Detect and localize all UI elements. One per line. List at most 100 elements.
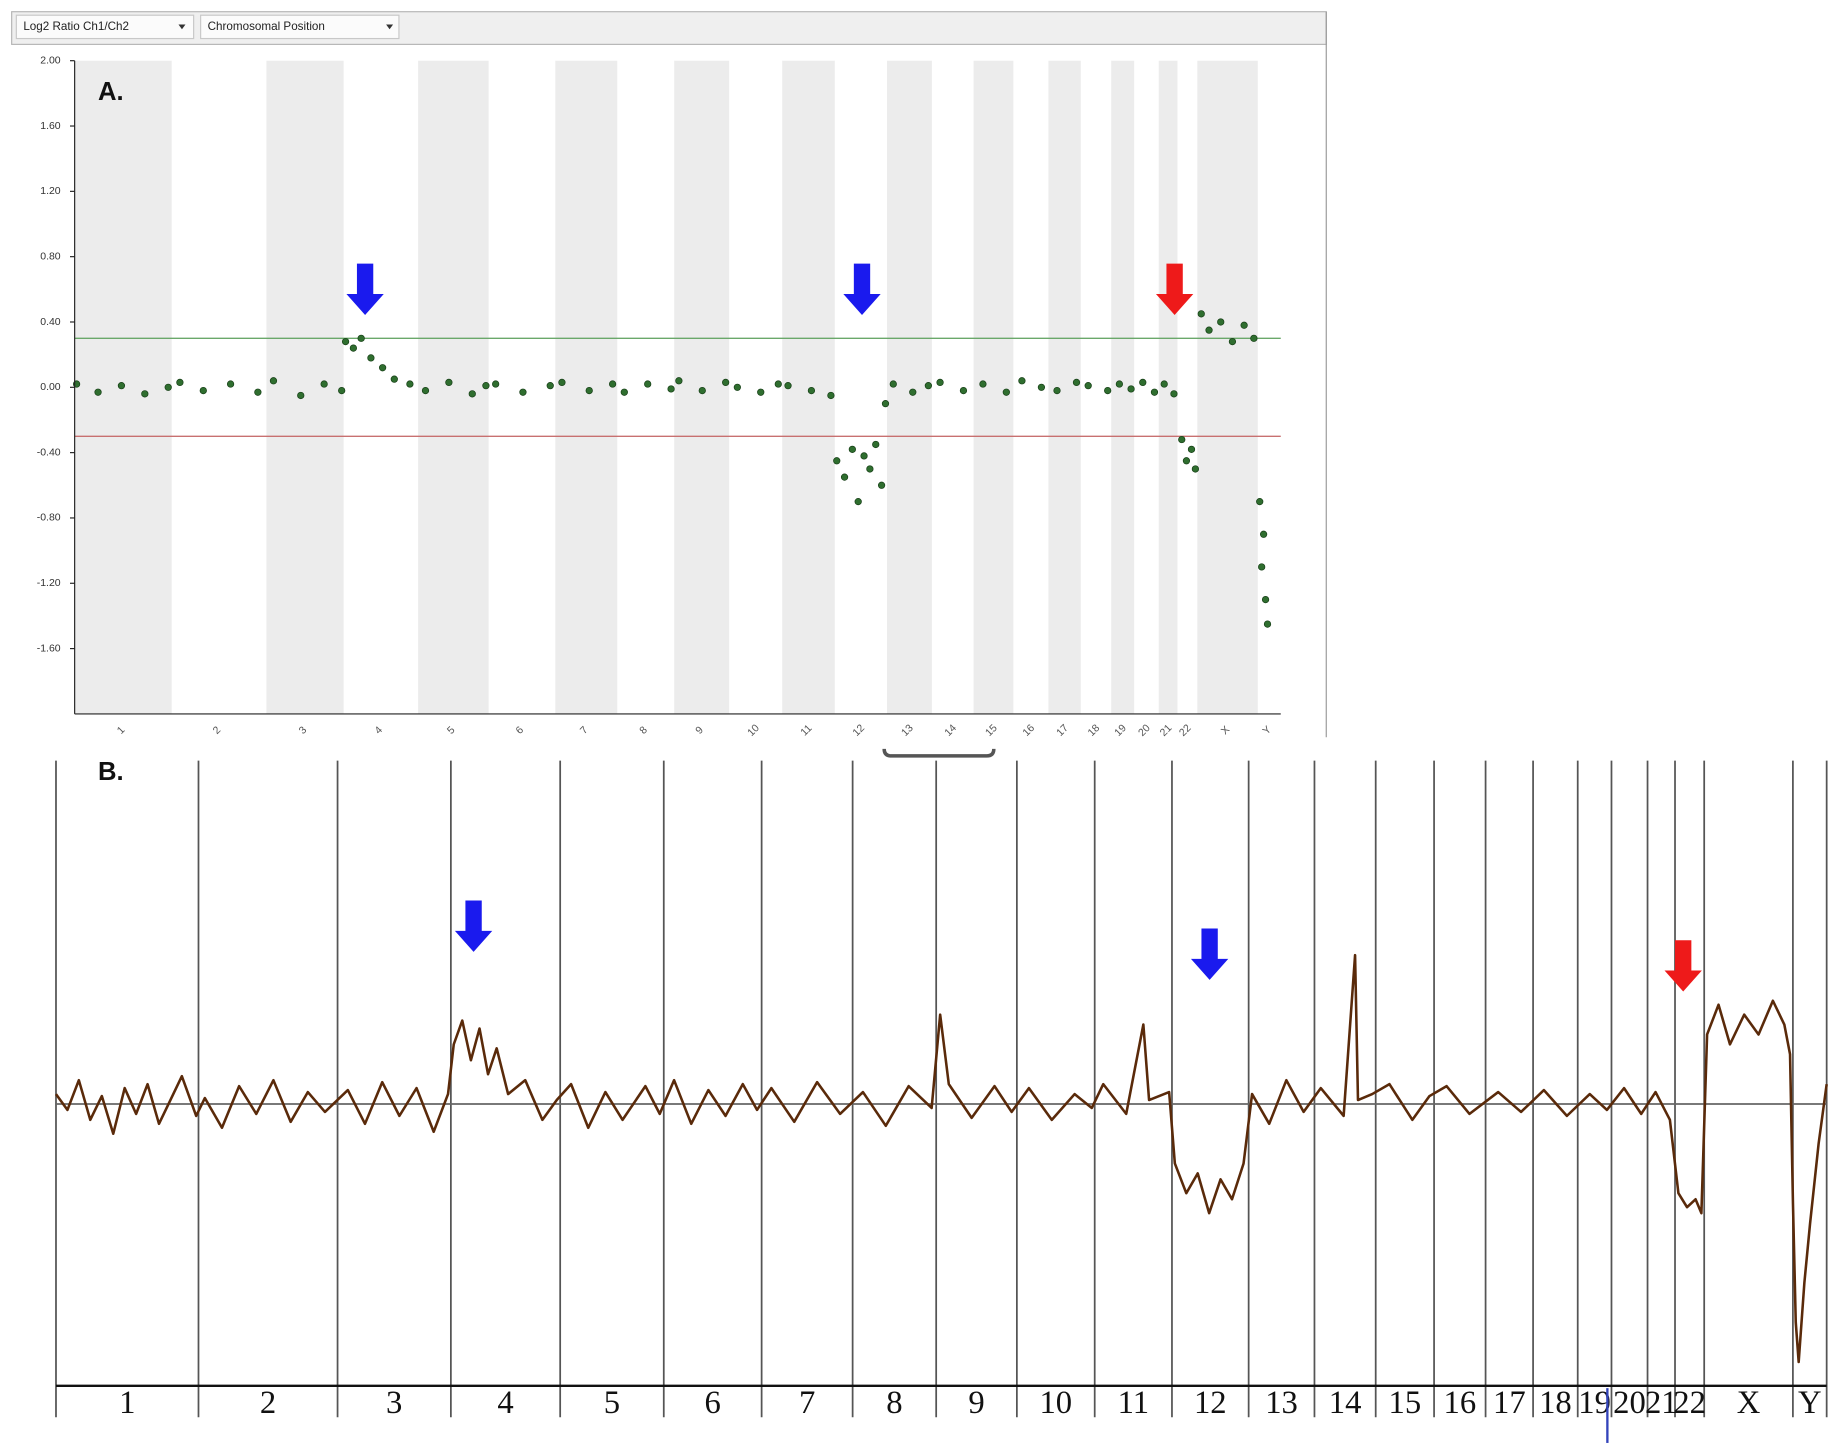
data-point [378, 364, 387, 372]
data-point [881, 400, 890, 408]
x-tick-label: 1 [119, 1385, 135, 1421]
scroll-thumb[interactable] [882, 748, 996, 758]
x-tick-label: 14 [1329, 1385, 1362, 1421]
data-point [349, 344, 357, 352]
data-point [357, 334, 365, 342]
chromosome-band [418, 60, 489, 714]
data-point [667, 385, 675, 393]
x-tick-label: 14 [943, 723, 959, 739]
plots: 1 2 3 4 5 6 7 8 9 10 11 12 13 14 15 16 17 18 19 20 21 22 X Y2.0… [37, 55, 1828, 1421]
dropdown[interactable] [200, 14, 400, 40]
data-point [390, 375, 398, 383]
x-tick-label: 11 [799, 723, 815, 739]
data-point [1197, 310, 1205, 318]
y-tick-label: 1.20 [40, 186, 61, 197]
x-tick-label: 15 [984, 723, 1000, 739]
arrow [843, 263, 881, 315]
data-point [848, 445, 856, 453]
data-point [1127, 385, 1135, 393]
data-point [833, 457, 841, 465]
data-point [482, 382, 490, 390]
data-point [468, 390, 476, 398]
data-point [722, 378, 730, 387]
y-tick-label: 2.00 [40, 55, 61, 66]
data-point [784, 382, 792, 390]
x-tick-label: 5 [604, 1385, 620, 1421]
x-tick-label: 2 [260, 1385, 276, 1421]
data-point [1256, 498, 1264, 506]
data-point [1258, 563, 1266, 571]
data-point [909, 388, 917, 396]
y-tick-label: 0.80 [40, 251, 61, 262]
data-point [959, 386, 968, 395]
data-point [1187, 445, 1196, 453]
chromosome-band [1197, 60, 1258, 714]
data-point [840, 473, 849, 481]
x-tick-label: 1 [115, 725, 127, 737]
data-point [872, 440, 880, 449]
chromosome-band [555, 60, 618, 714]
x-tick-label: 12 [1194, 1385, 1227, 1421]
x-tick-label: 17 [1055, 723, 1071, 739]
data-point [1263, 620, 1272, 628]
x-tick-label: 21 [1158, 723, 1174, 739]
data-point [320, 380, 328, 388]
data-point [338, 386, 346, 395]
data-point [860, 452, 868, 460]
x-tick-label: 10 [746, 723, 762, 739]
chromosome-band [1111, 60, 1135, 714]
data-point [1160, 380, 1168, 388]
data-point [807, 386, 816, 395]
data-point [1072, 378, 1081, 387]
data-point [1240, 321, 1248, 329]
data-point [854, 498, 862, 506]
data-point [827, 391, 835, 400]
data-point [492, 380, 500, 388]
data-point [1259, 530, 1268, 538]
data-point [585, 386, 593, 395]
x-tick-label: Y [1798, 1385, 1822, 1421]
panel-label: A. [98, 78, 124, 106]
chromosome-band [1158, 60, 1178, 714]
x-tick-label: 18 [1086, 723, 1102, 739]
x-tick-label: 18 [1539, 1385, 1572, 1421]
data-point [254, 388, 262, 396]
x-tick-label: 6 [705, 1385, 721, 1421]
chromosome-band [266, 60, 344, 714]
data-point [1250, 334, 1258, 342]
data-point [1104, 386, 1112, 395]
data-point [608, 380, 617, 388]
x-tick-label: 9 [694, 725, 706, 737]
data-point [1037, 383, 1046, 391]
dropdown-text: Log2 Ratio Ch1/Ch2 [23, 20, 129, 33]
data-point [1002, 388, 1010, 396]
arrow [1155, 263, 1194, 315]
chromosome-band [973, 60, 1014, 714]
arrows [346, 263, 1702, 992]
y-tick-label: 1.60 [40, 121, 61, 132]
data-point [1178, 435, 1186, 444]
arrow [454, 900, 493, 952]
x-tick-label: 12 [851, 723, 867, 739]
data-point [1115, 380, 1123, 388]
dropdown[interactable] [15, 14, 195, 40]
arrow [1190, 928, 1229, 980]
data-point [94, 388, 102, 396]
dropdown-caret [178, 24, 186, 30]
data-point [176, 378, 184, 387]
data-point [757, 388, 765, 396]
data-point [1261, 595, 1270, 604]
arrow [1664, 940, 1702, 992]
data-point [141, 390, 149, 398]
data-point [1150, 388, 1159, 396]
dropdown-caret [386, 24, 394, 30]
x-tick-label: 3 [297, 725, 309, 737]
data-point [698, 386, 706, 395]
chromosome-band [1048, 60, 1081, 714]
data-point [979, 380, 987, 388]
x-tick-label: 3 [386, 1385, 402, 1421]
x-tick-label: X [1737, 1385, 1761, 1421]
